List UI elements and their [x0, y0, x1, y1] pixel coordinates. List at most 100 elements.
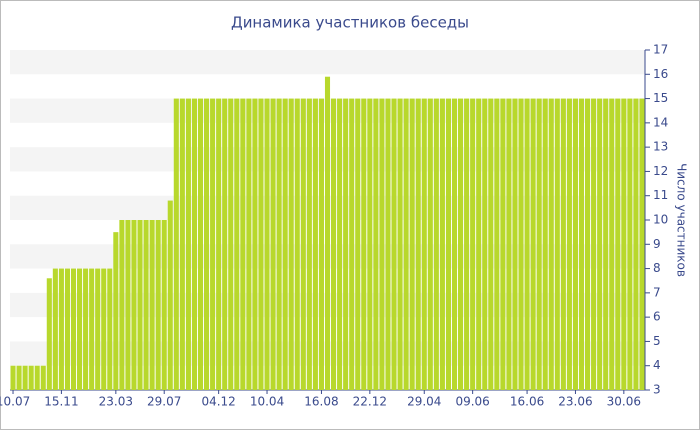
bar — [621, 98, 627, 391]
bar — [64, 268, 70, 390]
bar — [633, 98, 639, 391]
bar — [367, 98, 373, 391]
x-tick-label: 29.04 — [407, 395, 441, 409]
bar — [397, 98, 403, 391]
bar — [234, 98, 240, 391]
bar — [161, 220, 167, 390]
bar — [143, 220, 149, 390]
bar — [427, 98, 433, 391]
bar — [70, 268, 77, 390]
bar — [83, 268, 89, 390]
y-tick-label: 12 — [653, 164, 668, 178]
bar — [240, 98, 246, 391]
bar — [179, 98, 185, 391]
x-tick-label: 29.07 — [147, 395, 181, 409]
bar — [228, 98, 234, 391]
y-tick-label: 4 — [653, 358, 661, 372]
bar — [22, 365, 28, 390]
bar — [578, 98, 585, 391]
bar — [379, 98, 385, 391]
bar — [627, 98, 633, 391]
bar — [494, 98, 500, 391]
bar — [639, 98, 645, 391]
bar — [603, 98, 609, 391]
bar — [597, 98, 603, 391]
bar — [506, 98, 512, 391]
bar — [258, 98, 264, 391]
bar — [536, 98, 542, 391]
bar — [16, 365, 22, 390]
bar — [337, 98, 343, 391]
x-tick-label: 04.12 — [201, 395, 235, 409]
bar — [482, 98, 488, 391]
y-tick-label: 17 — [653, 43, 668, 57]
x-tick-label: 16.06 — [510, 395, 544, 409]
bar — [210, 98, 216, 391]
x-tick-label: 10.07 — [0, 395, 30, 409]
bar — [566, 98, 572, 391]
bar — [331, 98, 337, 391]
bar — [46, 278, 52, 390]
bar — [572, 98, 578, 391]
bar — [264, 98, 270, 391]
x-tick-label: 10.04 — [250, 395, 284, 409]
bar — [306, 98, 312, 391]
bar — [554, 98, 560, 391]
bar — [197, 98, 204, 391]
bar — [52, 268, 58, 390]
bar — [470, 98, 476, 391]
bar — [58, 268, 64, 390]
bar — [548, 98, 554, 391]
y-axis-label: Число участников — [675, 163, 689, 277]
bar — [409, 98, 415, 391]
bar — [40, 365, 46, 390]
bar — [500, 98, 506, 391]
bar — [355, 98, 361, 391]
bar — [391, 98, 397, 391]
bar — [10, 365, 16, 390]
x-tick-label: 15.11 — [44, 395, 78, 409]
bar — [101, 268, 107, 390]
x-tick-label: 09.06 — [455, 395, 489, 409]
y-tick-label: 3 — [653, 383, 661, 397]
bar — [119, 220, 125, 390]
bar — [282, 98, 288, 391]
bar — [324, 76, 331, 390]
y-tick-label: 8 — [653, 261, 661, 275]
bar — [246, 98, 252, 391]
bar — [518, 98, 524, 391]
y-tick-label: 7 — [653, 285, 661, 299]
bar — [361, 98, 367, 391]
bar — [89, 268, 95, 390]
bar — [385, 98, 391, 391]
bar — [560, 98, 566, 391]
x-tick-label: 30.06 — [607, 395, 641, 409]
bar — [131, 220, 137, 390]
bar — [476, 98, 482, 391]
bar — [609, 98, 615, 391]
y-tick-label: 14 — [653, 115, 668, 129]
bar — [349, 98, 355, 391]
x-tick-label: 22.12 — [353, 395, 387, 409]
bar — [216, 98, 222, 391]
bar — [185, 98, 191, 391]
bar — [300, 98, 306, 391]
bar — [173, 98, 179, 391]
bar — [439, 98, 445, 391]
bar — [421, 98, 427, 391]
bar — [276, 98, 282, 391]
bar — [288, 98, 294, 391]
bar — [125, 220, 131, 390]
bar — [113, 232, 119, 390]
bar — [451, 98, 458, 391]
x-tick-label: 16.08 — [304, 395, 338, 409]
x-tick-label: 23.06 — [558, 395, 592, 409]
y-tick-label: 9 — [653, 237, 661, 251]
y-tick-label: 15 — [653, 91, 668, 105]
bar — [488, 98, 494, 391]
bar — [512, 98, 518, 391]
grid-band — [10, 50, 645, 75]
bar — [28, 365, 34, 390]
